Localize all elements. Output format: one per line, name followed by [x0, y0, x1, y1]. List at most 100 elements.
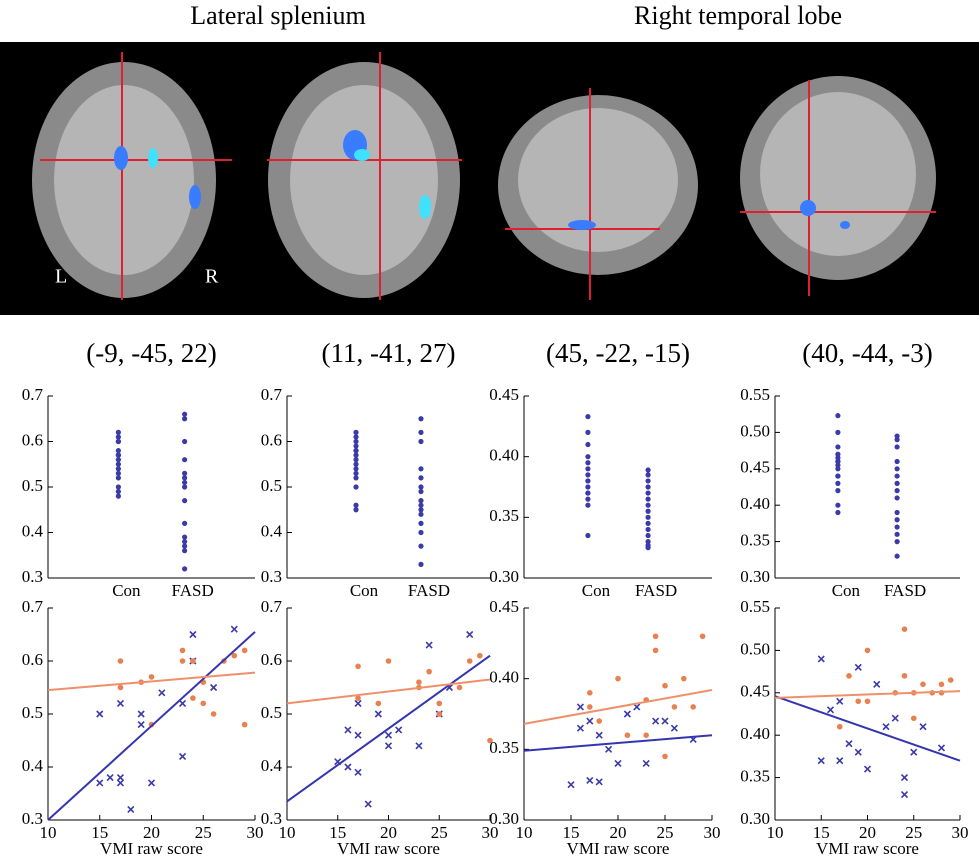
data-point	[865, 698, 871, 704]
data-point	[895, 433, 900, 438]
data-point	[138, 711, 144, 717]
data-point	[182, 457, 187, 462]
data-point	[116, 439, 121, 444]
data-point	[353, 453, 358, 458]
data-point	[416, 679, 422, 685]
y-tick-label: 0.45	[489, 597, 519, 616]
data-point	[149, 674, 155, 680]
x-tick-label: FASD	[408, 581, 450, 600]
data-point	[418, 489, 423, 494]
data-point	[892, 715, 898, 721]
data-point	[418, 484, 423, 489]
data-point	[681, 676, 687, 682]
data-point	[653, 633, 659, 639]
orientation-label: R	[205, 266, 219, 288]
data-point	[911, 749, 917, 755]
data-point	[837, 698, 843, 704]
y-tick-label: 0.40	[740, 724, 770, 743]
fit-line	[287, 680, 490, 704]
data-point	[353, 439, 358, 444]
panel-header: Right temporal lobe	[634, 1, 842, 30]
data-point	[835, 444, 840, 449]
panel-header: Lateral splenium	[190, 1, 365, 30]
data-point	[645, 539, 650, 544]
data-point	[585, 472, 590, 477]
data-point	[116, 434, 121, 439]
data-point	[645, 515, 650, 520]
data-point	[895, 554, 900, 559]
data-point	[625, 732, 631, 738]
x-tick-label: 30	[704, 823, 721, 842]
data-point	[835, 452, 840, 457]
data-point	[182, 548, 187, 553]
data-point	[159, 690, 165, 696]
data-point	[116, 430, 121, 435]
data-point	[577, 704, 583, 710]
data-point	[242, 648, 248, 654]
x-tick-label: Con	[582, 581, 611, 600]
data-point	[418, 530, 423, 535]
data-point	[418, 439, 423, 444]
data-point	[855, 664, 861, 670]
page: {"figure": {"headers": ["Lateral spleniu…	[0, 0, 979, 856]
data-point	[846, 673, 852, 679]
data-point	[116, 448, 121, 453]
data-point	[211, 711, 217, 717]
data-point	[645, 521, 650, 526]
data-point	[895, 466, 900, 471]
fit-line	[524, 735, 712, 751]
data-point	[118, 658, 124, 664]
brain-panel: L R	[0, 42, 979, 315]
data-point	[418, 498, 423, 503]
data-point	[182, 416, 187, 421]
y-tick-label: 0.45	[740, 458, 770, 477]
data-point	[948, 677, 954, 683]
data-point	[182, 566, 187, 571]
data-point	[865, 766, 871, 772]
data-point	[643, 760, 649, 766]
data-point	[585, 466, 590, 471]
data-point	[149, 780, 155, 786]
data-point	[353, 430, 358, 435]
data-point	[190, 658, 196, 664]
data-point	[874, 681, 880, 687]
orientation-label: L	[55, 266, 67, 288]
y-tick-label: 0.5	[22, 703, 43, 722]
data-point	[645, 467, 650, 472]
y-tick-label: 0.5	[22, 476, 43, 495]
x-axis-label: VMI raw score	[100, 839, 203, 856]
data-point	[418, 416, 423, 421]
data-point	[231, 626, 237, 632]
data-point	[902, 673, 908, 679]
data-point	[837, 724, 843, 730]
data-point	[116, 494, 121, 499]
data-point	[418, 503, 423, 508]
data-point	[116, 475, 121, 480]
data-point	[920, 724, 926, 730]
data-point	[818, 656, 824, 662]
y-tick-label: 0.45	[740, 682, 770, 701]
data-point	[671, 725, 677, 731]
y-tick-label: 0.6	[261, 650, 282, 669]
data-point	[116, 462, 121, 467]
data-point	[117, 700, 123, 706]
data-point	[624, 711, 630, 717]
data-point	[835, 488, 840, 493]
data-point	[596, 718, 602, 724]
data-point	[353, 448, 358, 453]
data-point	[653, 718, 659, 724]
data-point	[895, 488, 900, 493]
data-point	[939, 745, 945, 751]
x-tick-label: 10	[40, 823, 57, 842]
data-point	[116, 453, 121, 458]
x-tick-label: FASD	[884, 581, 926, 600]
data-point	[645, 527, 650, 532]
data-point	[835, 481, 840, 486]
data-point	[418, 475, 423, 480]
data-point	[97, 711, 103, 717]
x-tick-label: FASD	[635, 581, 677, 600]
y-tick-label: 0.7	[261, 597, 283, 616]
x-tick-label: 30	[952, 823, 969, 842]
data-point	[426, 642, 432, 648]
data-point	[615, 760, 621, 766]
